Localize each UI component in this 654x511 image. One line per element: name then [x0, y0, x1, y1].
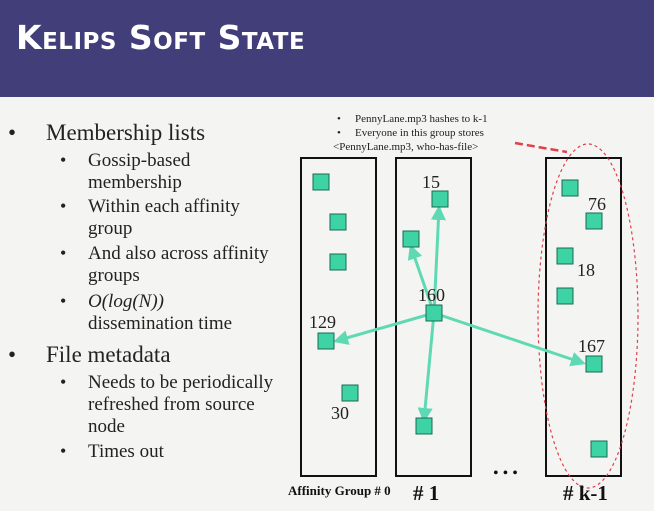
gossip-arrows	[333, 205, 586, 423]
bullet-text: Gossip-based membership	[88, 150, 191, 193]
note-line: • Everyone in this group stores	[333, 126, 488, 140]
node-square	[415, 417, 433, 435]
bullet-dot-icon: •	[60, 372, 67, 392]
node-label-76: 76	[588, 194, 606, 214]
note-line: • PennyLane.mp3 hashes to k-1	[333, 112, 488, 126]
complexity-italic: O(log(N))	[88, 291, 164, 312]
bullet-text: Times out	[88, 441, 164, 462]
node-square-160	[425, 304, 443, 322]
bullet-text: Membership lists	[46, 120, 206, 145]
node-square-167	[585, 355, 603, 373]
bullet-dot-icon: •	[60, 243, 67, 263]
node-square	[329, 213, 347, 231]
node-label-160: 160	[418, 285, 445, 305]
ellipsis: • • •	[493, 465, 518, 482]
node-square	[556, 287, 574, 305]
bullet-dot-icon: •	[337, 127, 341, 139]
group-0-column	[300, 157, 377, 477]
group-k-label: # k-1	[563, 481, 608, 505]
hash-note: • PennyLane.mp3 hashes to k-1 • Everyone i…	[333, 112, 488, 154]
node-square	[402, 230, 420, 248]
arrow-to-15	[430, 205, 446, 314]
arrow-to-167	[433, 311, 586, 367]
bullet-dot-icon: •	[60, 441, 67, 461]
note-line: <PennyLane.mp3, who-has-file>	[333, 140, 488, 154]
slide-title: Kelips Soft State	[16, 18, 306, 57]
node-square-129	[317, 332, 335, 350]
note-pointer	[514, 141, 568, 154]
node-square-15	[431, 190, 449, 208]
arrow-to-129	[333, 311, 435, 345]
group-0-label: Affinity Group # 0	[288, 483, 391, 498]
node-square	[590, 440, 608, 458]
node-label-18: 18	[577, 260, 595, 280]
bullet-dot-icon: •	[8, 120, 17, 145]
node-square-76	[585, 212, 603, 230]
bullet-text: Needs to be periodically refreshed from …	[88, 372, 274, 437]
node-square	[312, 173, 330, 191]
node-label-129: 129	[309, 312, 336, 332]
bullet-dot-icon: •	[60, 196, 67, 216]
dissemination-text: dissemination time	[88, 313, 233, 334]
arrow-to-left-node	[407, 244, 436, 314]
group-k-column	[545, 157, 622, 477]
title-bar: Kelips Soft State	[0, 0, 654, 97]
node-square-30	[341, 384, 359, 402]
bullet-dot-icon: •	[8, 342, 17, 367]
bullet-text: And also across affinity groups	[88, 243, 269, 286]
bullet-text: File metadata	[46, 342, 171, 367]
group-1-column	[395, 157, 472, 477]
bullet-dot-icon: •	[60, 291, 67, 311]
note-text: Everyone in this group stores	[355, 127, 484, 139]
node-square	[561, 179, 579, 197]
note-tuple: <PennyLane.mp3, who-has-file>	[333, 141, 479, 153]
node-label-167: 167	[578, 336, 605, 356]
arrow-to-bottom-node	[417, 312, 436, 423]
bullet-text: O(log(N)) dissemination time	[88, 291, 288, 335]
node-square-18	[556, 247, 574, 265]
bullet-dot-icon: •	[337, 113, 341, 125]
node-label-15: 15	[422, 172, 440, 192]
bullet-text: Within each affinity group	[88, 196, 240, 239]
node-label-30: 30	[331, 403, 349, 423]
group-1-label: # 1	[413, 481, 439, 505]
group-k-highlight	[537, 143, 639, 489]
node-square	[329, 253, 347, 271]
note-text: PennyLane.mp3 hashes to k-1	[355, 113, 488, 125]
bullet-dot-icon: •	[60, 150, 67, 170]
